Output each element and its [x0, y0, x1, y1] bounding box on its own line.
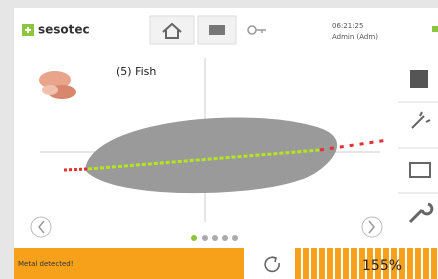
screen: sesotec 06:21:25 Admin (Adm) (5) Fish Me…: [0, 0, 438, 279]
page: sesotec 06:21:25 Admin (Adm) (5) Fish Me…: [0, 0, 438, 279]
home-button[interactable]: [150, 16, 194, 44]
clock: 06:21:25: [332, 22, 363, 30]
product-name: (5) Fish: [116, 65, 156, 78]
level-value: 155%: [362, 258, 402, 274]
screen-button[interactable]: [198, 16, 236, 44]
save-button[interactable]: [410, 70, 428, 88]
alarm-message: Metal detected!: [18, 260, 74, 268]
status-led: [432, 26, 438, 32]
logo-text: sesotec: [38, 23, 90, 37]
user: Admin (Adm): [332, 33, 378, 41]
next-button[interactable]: [362, 217, 382, 237]
prev-button[interactable]: [31, 217, 51, 237]
